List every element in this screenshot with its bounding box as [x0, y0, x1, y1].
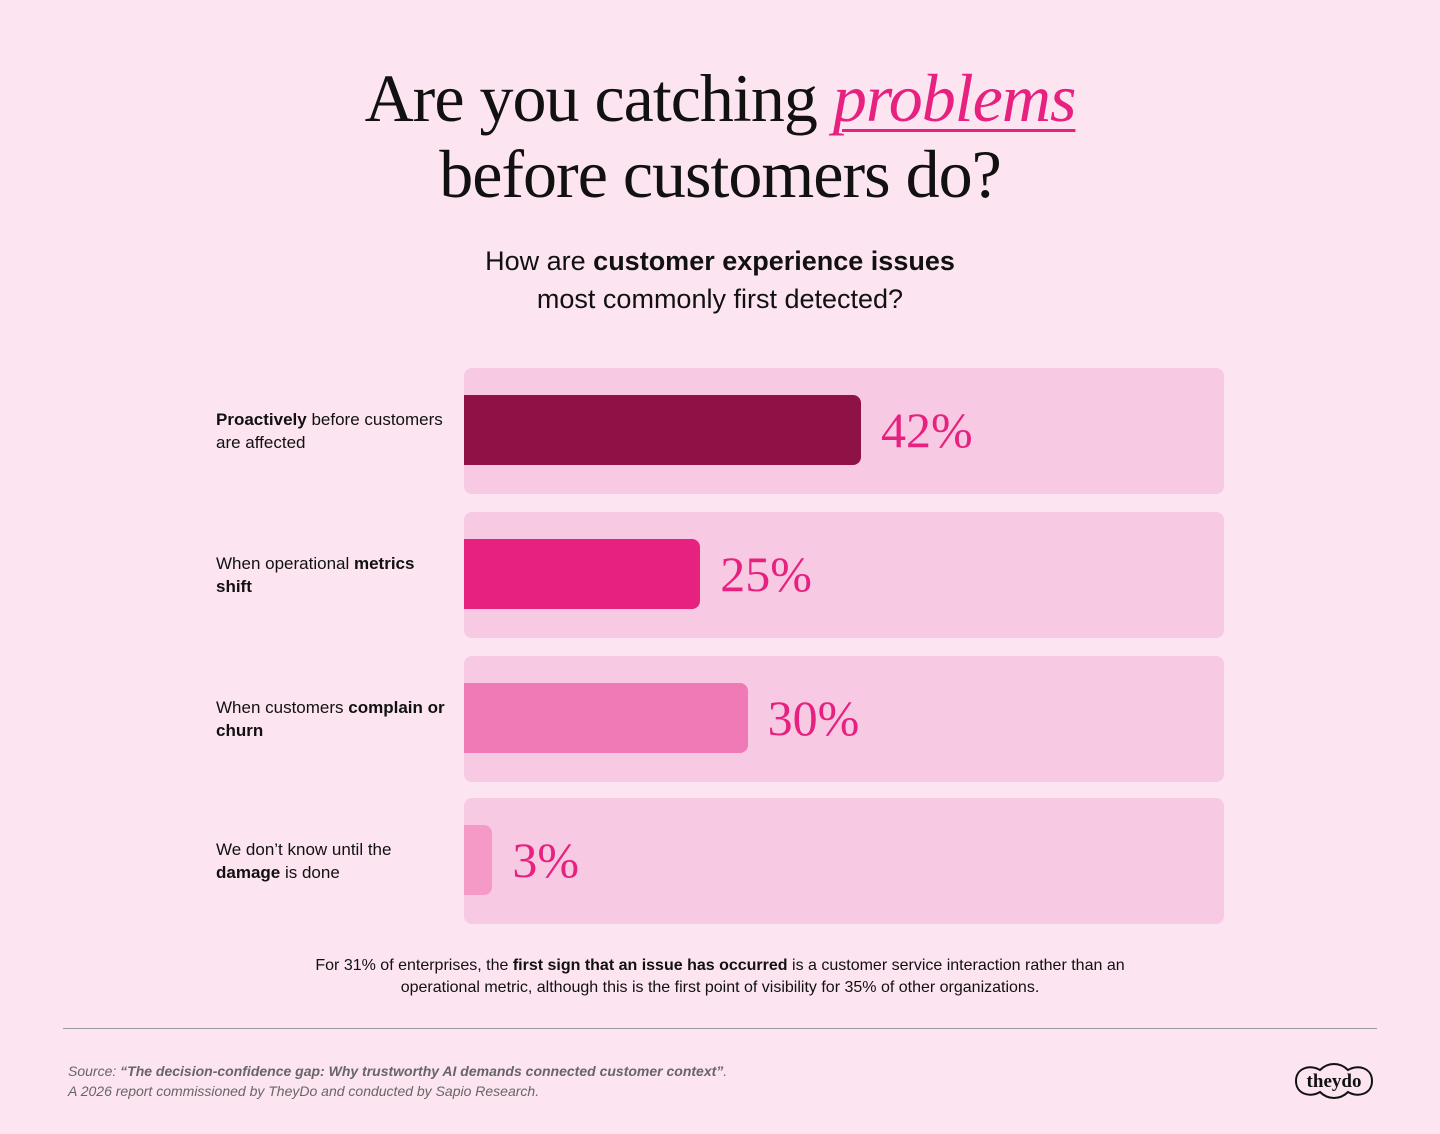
bar-value-label: 25% [720, 546, 812, 602]
source-prefix: Source: [68, 1063, 121, 1079]
category-label: When customers complain or churn [216, 696, 446, 742]
footnote-post: is a customer service interaction rather… [400, 957, 1125, 996]
source-citation: Source: “The decision-confidence gap: Wh… [68, 1061, 727, 1101]
category-label-text: before customers are affected [216, 410, 443, 452]
bar-value-label: 3% [512, 832, 579, 888]
bar [464, 683, 748, 753]
bar-value-label: 30% [767, 690, 860, 746]
source-title: “The decision-confidence gap: Why trustw… [120, 1063, 724, 1079]
divider [63, 1028, 1377, 1029]
page-title: Are you catching problems before custome… [0, 60, 1440, 212]
title-line2-text: before customers do? [439, 136, 1002, 212]
logo-text: theydo [1307, 1071, 1362, 1092]
bar [464, 825, 493, 895]
subtitle-bold: customer experience issues [593, 246, 955, 276]
footnote: For 31% of enterprises, the first sign t… [0, 955, 1440, 999]
category-label: We don’t know until the damage is done [216, 838, 446, 884]
category-label: Proactively before customers are affecte… [216, 408, 446, 454]
category-label-text: When operational [216, 554, 354, 573]
category-label-bold: metrics shift [216, 554, 415, 596]
category-label: When operational metrics shift [216, 552, 446, 598]
title-line1-text: Are you catching [364, 60, 833, 136]
category-label-text: When customers [216, 698, 349, 717]
category-label-text: We don’t know until the [216, 840, 392, 859]
subtitle: How are customer experience issues most … [0, 242, 1440, 318]
subtitle-line2: most commonly first detected? [536, 284, 904, 314]
bar [464, 395, 861, 465]
category-label-bold: complain or churn [216, 698, 445, 740]
title-highlight: problems [832, 60, 1077, 136]
source-suffix: . [723, 1063, 728, 1079]
category-label-bold: Proactively [216, 410, 307, 429]
bar-value-label: 42% [881, 402, 973, 458]
source-line2: A 2026 report commissioned by TheyDo and… [68, 1083, 540, 1099]
category-label-bold: damage [216, 863, 281, 882]
category-label-tail: is done [280, 863, 340, 882]
footnote-bold: first sign that an issue has occurred [512, 957, 788, 974]
subtitle-pre: How are [485, 246, 594, 276]
bar-track [464, 798, 1224, 924]
theydo-logo: theydo [1294, 1063, 1374, 1099]
bar [464, 539, 701, 609]
footnote-pre: For 31% of enterprises, the [315, 957, 513, 974]
